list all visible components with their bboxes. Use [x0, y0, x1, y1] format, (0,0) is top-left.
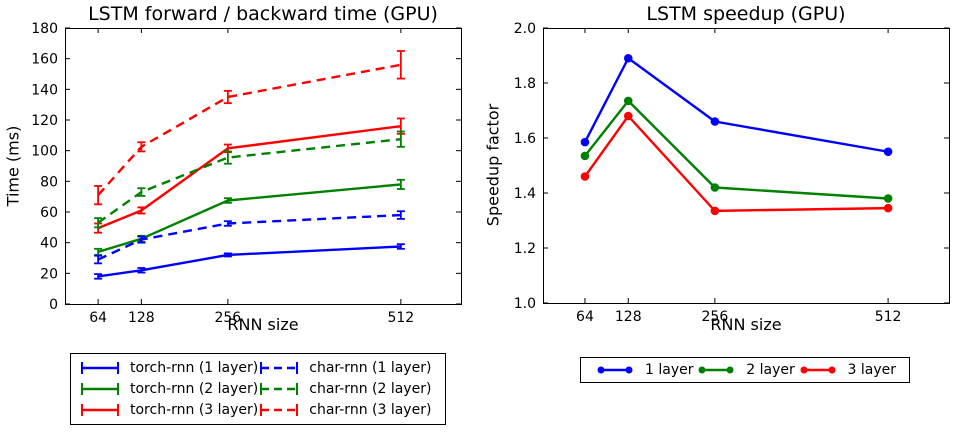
series-char-rnn-3-layer [94, 50, 405, 206]
errorbar-symbol-icon [260, 382, 299, 395]
legend-item-char-rnn-1-layer: char-rnn (1 layer) [258, 360, 437, 376]
errorbar-symbol-icon [260, 404, 299, 417]
y-tick-label: 1.8 [514, 76, 536, 92]
errorbar-symbol-icon [81, 361, 119, 374]
series-1-layer [580, 53, 893, 157]
y-tick-label: 40 [40, 236, 58, 252]
legend-label: char-rnn (3 layer) [309, 402, 432, 419]
legend-label: 3 layer [847, 362, 896, 378]
legend-item-char-rnn-2-layer: char-rnn (2 layer) [258, 381, 437, 397]
y-tick-label: 160 [31, 52, 58, 68]
chart-0-plot-area: 64 128 256 512 0 20 40 60 80 100 120 140 160 180 [31, 21, 462, 326]
series-3-layer [580, 111, 893, 216]
legend-label: torch-rnn (3 layer) [130, 402, 259, 419]
legend-label: char-rnn (2 layer) [309, 380, 432, 397]
legend-item-3-layer: 3 layer [797, 362, 896, 378]
series-2-layer [580, 96, 893, 203]
errorbar-symbol-icon [81, 404, 119, 417]
series-torch-rnn-1-layer [94, 243, 405, 280]
right-chart-legend: 1 layer 2 layer 3 layer [580, 357, 910, 383]
x-tick-label: 128 [615, 309, 642, 325]
right-chart-ylabel: Speedup factor [483, 103, 503, 227]
legend-item-torch-rnn-1-layer: torch-rnn (1 layer) [79, 360, 258, 376]
line-marker-symbol-icon [597, 366, 633, 374]
x-tick-label: 256 [214, 310, 241, 326]
left-chart-title: LSTM forward / backward time (GPU) [88, 3, 438, 25]
legend-label: torch-rnn (2 layer) [130, 380, 259, 397]
legend-item-torch-rnn-2-layer: torch-rnn (2 layer) [79, 381, 258, 397]
y-tick-label: 1.6 [514, 131, 536, 147]
x-tick-label: 128 [128, 310, 155, 326]
line-marker-symbol-icon [698, 366, 734, 374]
legend-item-1-layer: 1 layer [594, 362, 693, 378]
left-chart-ylabel: Time (ms) [3, 125, 23, 207]
y-tick-label: 100 [31, 144, 58, 160]
left-chart-legend: torch-rnn (1 layer) torch-rnn (2 layer) to… [70, 353, 446, 425]
series-char-rnn-1-layer [94, 210, 405, 265]
x-tick-label: 512 [875, 309, 902, 325]
y-tick-label: 60 [40, 205, 58, 221]
right-chart-xlabel: RNN size [710, 315, 782, 334]
x-tick-label: 512 [387, 310, 414, 326]
series-char-rnn-2-layer [94, 130, 405, 229]
errorbar-symbol-icon [81, 382, 119, 395]
legend-item-char-rnn-3-layer: char-rnn (3 layer) [258, 402, 437, 418]
series-torch-rnn-3-layer [94, 117, 405, 234]
errorbar-symbol-icon [260, 361, 299, 374]
y-tick-label: 1.2 [514, 241, 536, 257]
chart-1-plot-area: 64 128 256 512 1.0 1.2 1.4 1.6 1.8 2.0 [514, 21, 950, 325]
legend-label: char-rnn (1 layer) [309, 359, 432, 376]
y-tick-label: 2.0 [514, 21, 536, 37]
legend-label: torch-rnn (1 layer) [130, 359, 259, 376]
y-tick-label: 140 [31, 82, 58, 98]
legend-label: 2 layer [746, 362, 795, 378]
line-marker-symbol-icon [800, 366, 835, 374]
x-tick-label: 256 [702, 309, 729, 325]
y-tick-label: 120 [31, 113, 58, 129]
x-tick-label: 64 [576, 309, 594, 325]
x-tick-label: 64 [89, 310, 107, 326]
y-tick-label: 180 [31, 21, 58, 37]
right-chart-title: LSTM speedup (GPU) [646, 3, 846, 25]
y-tick-label: 80 [40, 174, 58, 190]
legend-item-torch-rnn-3-layer: torch-rnn (3 layer) [79, 402, 258, 418]
legend-label: 1 layer [645, 362, 694, 378]
y-tick-label: 0 [49, 297, 58, 313]
y-tick-label: 1.0 [514, 296, 536, 312]
y-tick-label: 20 [40, 266, 58, 282]
left-chart-xlabel: RNN size [227, 315, 299, 334]
legend-item-2-layer: 2 layer [695, 362, 795, 378]
y-tick-label: 1.4 [514, 186, 536, 202]
